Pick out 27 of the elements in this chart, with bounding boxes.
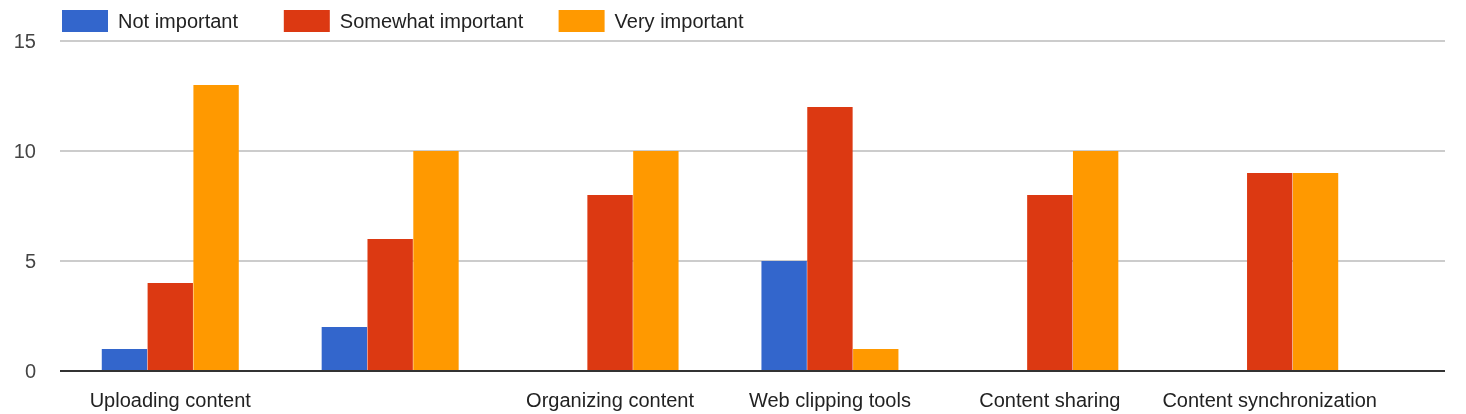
y-tick-label: 10 bbox=[13, 140, 36, 162]
bar bbox=[853, 349, 899, 371]
bar bbox=[147, 283, 193, 371]
bar bbox=[1072, 151, 1119, 371]
bar bbox=[193, 85, 239, 371]
bar bbox=[807, 107, 853, 371]
x-tick-label: Content sharing bbox=[979, 389, 1121, 411]
bar bbox=[1292, 173, 1339, 371]
bar bbox=[1027, 195, 1073, 371]
legend-label: Somewhat important bbox=[339, 10, 524, 32]
bar bbox=[101, 349, 148, 371]
x-tick-label: Content synchronization bbox=[1162, 389, 1378, 411]
legend-label: Very important bbox=[614, 10, 744, 32]
y-tick-label: 0 bbox=[24, 360, 36, 382]
x-tick-label: Uploading content bbox=[89, 389, 252, 411]
bar bbox=[761, 261, 807, 371]
bar bbox=[633, 151, 679, 371]
bar bbox=[321, 327, 368, 371]
x-tick-label: Organizing content bbox=[526, 389, 695, 411]
bar bbox=[587, 195, 633, 371]
bar bbox=[367, 239, 413, 371]
legend-label: Not important bbox=[118, 10, 239, 32]
y-tick-label: 5 bbox=[24, 250, 36, 272]
bar bbox=[413, 151, 459, 371]
y-tick-label: 15 bbox=[13, 30, 36, 52]
bar bbox=[1247, 173, 1293, 371]
x-tick-label: Web clipping tools bbox=[748, 389, 911, 411]
